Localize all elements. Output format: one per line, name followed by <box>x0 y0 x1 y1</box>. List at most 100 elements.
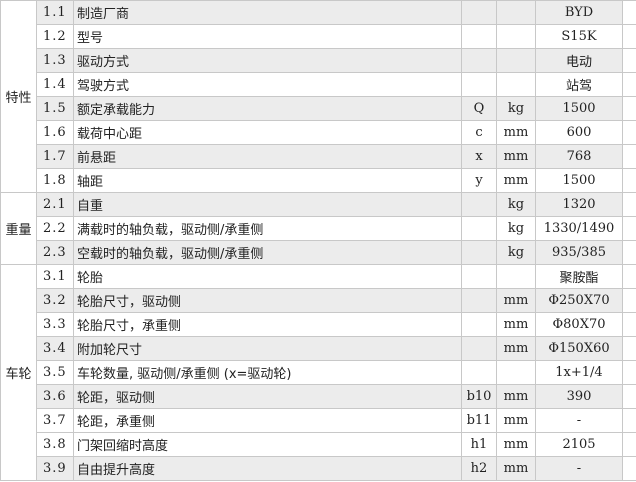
row-symbol <box>461 288 497 313</box>
row-number: 1.8 <box>36 168 74 193</box>
row-description: 轮胎尺寸，承重侧 <box>73 312 462 337</box>
row-unit <box>496 48 536 73</box>
table-row: 1.2 型号 S15K <box>1 24 636 49</box>
row-number: 1.5 <box>36 96 74 121</box>
row-description: 制造厂商 <box>73 0 462 25</box>
empty-cell <box>622 408 636 433</box>
row-value: 电动 <box>535 48 623 73</box>
row-value: 1320 <box>535 192 623 217</box>
row-unit: mm <box>496 408 536 433</box>
group-label: 重量 <box>0 192 37 265</box>
row-symbol <box>461 48 497 73</box>
row-symbol: y <box>461 168 497 193</box>
table-row: 1.7 前悬距 x mm 768 <box>1 144 636 169</box>
row-number: 3.1 <box>36 264 74 289</box>
row-value: 聚胺酯 <box>535 264 623 289</box>
table-row: 1.8 轴距 y mm 1500 <box>1 168 636 193</box>
row-value: 935/385 <box>535 240 623 265</box>
table-row: 3.4 附加轮尺寸 mm Φ150X60 <box>1 336 636 361</box>
row-description: 轴距 <box>73 168 462 193</box>
empty-cell <box>622 48 636 73</box>
empty-cell <box>622 168 636 193</box>
row-unit: kg <box>496 192 536 217</box>
row-unit: mm <box>496 336 536 361</box>
row-symbol: b10 <box>461 384 497 409</box>
row-unit: kg <box>496 216 536 241</box>
row-symbol <box>461 312 497 337</box>
row-number: 3.8 <box>36 432 74 457</box>
empty-cell <box>622 384 636 409</box>
row-description: 车轮数量, 驱动侧/承重侧 (x=驱动轮) <box>73 360 462 385</box>
row-description: 前悬距 <box>73 144 462 169</box>
empty-cell <box>622 216 636 241</box>
row-value: S15K <box>535 24 623 49</box>
empty-cell <box>622 432 636 457</box>
empty-cell <box>622 312 636 337</box>
table-row: 3.5 车轮数量, 驱动侧/承重侧 (x=驱动轮) 1x+1/4 <box>1 360 636 385</box>
row-unit: mm <box>496 384 536 409</box>
row-number: 1.6 <box>36 120 74 145</box>
row-description: 型号 <box>73 24 462 49</box>
row-symbol: b11 <box>461 408 497 433</box>
row-symbol <box>461 72 497 97</box>
row-value: 1500 <box>535 96 623 121</box>
table-row: 2.2 满载时的轴负载，驱动侧/承重侧 kg 1330/1490 <box>1 216 636 241</box>
row-description: 满载时的轴负载，驱动侧/承重侧 <box>73 216 462 241</box>
empty-cell <box>622 336 636 361</box>
table-row: 3.2 轮胎尺寸，驱动侧 mm Φ250X70 <box>1 288 636 313</box>
empty-cell <box>622 456 636 481</box>
row-value: 1500 <box>535 168 623 193</box>
row-number: 3.3 <box>36 312 74 337</box>
row-symbol: h2 <box>461 456 497 481</box>
row-symbol <box>461 336 497 361</box>
table-row: 重量 2.1 自重 kg 1320 <box>0 192 636 265</box>
row-symbol <box>461 240 497 265</box>
row-symbol <box>461 24 497 49</box>
row-description: 空载时的轴负载，驱动侧/承重侧 <box>73 240 462 265</box>
row-description: 载荷中心距 <box>73 120 462 145</box>
row-number: 3.2 <box>36 288 74 313</box>
row-number: 1.1 <box>36 0 74 25</box>
row-value: Φ250X70 <box>535 288 623 313</box>
row-description: 驱动方式 <box>73 48 462 73</box>
row-description: 驾驶方式 <box>73 72 462 97</box>
row-symbol <box>461 216 497 241</box>
row-number: 1.7 <box>36 144 74 169</box>
table-row: 2.3 空载时的轴负载，驱动侧/承重侧 kg 935/385 <box>1 240 636 265</box>
row-description: 额定承载能力 <box>73 96 462 121</box>
empty-cell <box>622 240 636 265</box>
row-value: BYD <box>535 0 623 25</box>
row-value: Φ80X70 <box>535 312 623 337</box>
row-symbol <box>461 0 497 25</box>
row-unit: kg <box>496 240 536 265</box>
row-number: 3.7 <box>36 408 74 433</box>
empty-cell <box>622 264 636 289</box>
row-value: 600 <box>535 120 623 145</box>
row-symbol: Q <box>461 96 497 121</box>
empty-cell <box>622 192 636 217</box>
empty-cell <box>622 24 636 49</box>
row-description: 轮距，驱动侧 <box>73 384 462 409</box>
group-label: 特性 <box>0 0 37 193</box>
row-value: 2105 <box>535 432 623 457</box>
row-value: - <box>535 456 623 481</box>
row-number: 2.3 <box>36 240 74 265</box>
row-unit: mm <box>496 288 536 313</box>
row-unit <box>496 72 536 97</box>
row-symbol: x <box>461 144 497 169</box>
empty-cell <box>622 120 636 145</box>
row-description: 门架回缩时高度 <box>73 432 462 457</box>
row-number: 2.1 <box>36 192 74 217</box>
row-value: - <box>535 408 623 433</box>
table-row: 3.8 门架回缩时高度 h1 mm 2105 <box>1 432 636 457</box>
row-number: 1.3 <box>36 48 74 73</box>
row-symbol <box>461 360 497 385</box>
table-row: 3.9 自由提升高度 h2 mm - <box>1 456 636 481</box>
table-row: 1.4 驾驶方式 站驾 <box>1 72 636 97</box>
row-description: 自由提升高度 <box>73 456 462 481</box>
row-number: 2.2 <box>36 216 74 241</box>
empty-cell <box>622 96 636 121</box>
row-symbol: c <box>461 120 497 145</box>
